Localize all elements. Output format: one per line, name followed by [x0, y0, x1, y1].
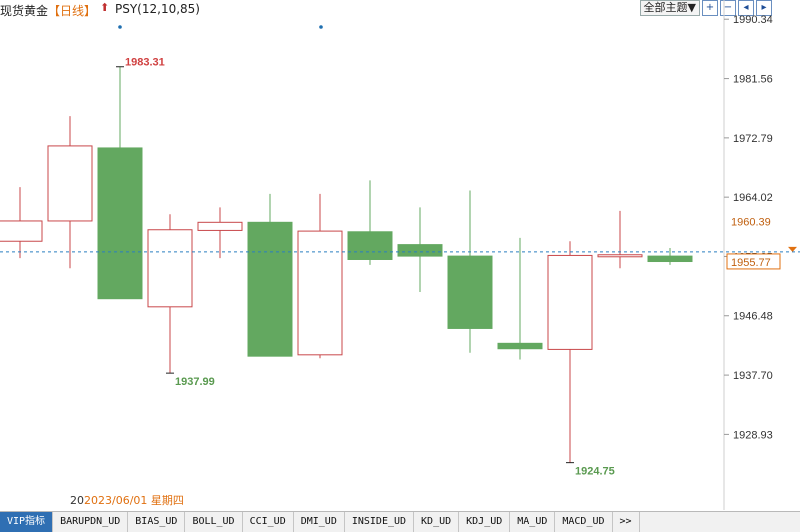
candle[interactable]: [597, 210, 643, 269]
candle-body: [347, 231, 393, 260]
reference-price-label: 1960.39: [731, 217, 771, 229]
signal-dot: [319, 25, 323, 29]
axis-tick-label: 1981.56: [733, 74, 773, 86]
tab-ma-ud[interactable]: MA_UD: [510, 512, 556, 532]
tab-kdj-ud[interactable]: KDJ_UD: [459, 512, 511, 532]
axis-tick-label: 1928.93: [733, 429, 773, 441]
axis-tick-label: 1990.34: [733, 14, 773, 26]
date-prefix: 20: [70, 494, 84, 507]
tab-bias-ud[interactable]: BIAS_UD: [128, 512, 186, 532]
date-value: 2023/06/01 星期四: [84, 494, 184, 507]
candle[interactable]: [547, 241, 593, 463]
prev-icon[interactable]: ◂: [738, 0, 754, 16]
axis-tick-label: 1972.79: [733, 133, 773, 145]
indicator-arrow-icon: ⬆: [100, 1, 110, 14]
candle[interactable]: [197, 207, 243, 259]
candle-body: [0, 220, 43, 242]
crosshair-date: 202023/06/01 星期四: [70, 492, 184, 508]
candle[interactable]: [147, 214, 193, 374]
candle-body: [197, 221, 243, 231]
extreme-label: 1924.75: [575, 466, 615, 478]
axis-tick-label: 1964.02: [733, 192, 773, 204]
candle-body: [547, 254, 593, 350]
tab-boll-ud[interactable]: BOLL_UD: [185, 512, 243, 532]
candle-body: [247, 221, 293, 357]
tab-kd-ud[interactable]: KD_UD: [414, 512, 460, 532]
chart-header: 现货黄金 【日线】 ⬆ PSY(12,10,85): [0, 0, 600, 18]
candle[interactable]: [347, 180, 393, 265]
period-label[interactable]: 【日线】: [48, 4, 97, 18]
candle-body: [147, 229, 193, 308]
candle-body: [597, 254, 643, 258]
candle[interactable]: [47, 116, 93, 269]
tab-vip[interactable]: VIP指标: [0, 512, 54, 532]
candle[interactable]: [97, 66, 143, 300]
candle[interactable]: [397, 207, 443, 292]
extreme-label: 1983.31: [125, 57, 165, 69]
indicator-label[interactable]: PSY(12,10,85): [115, 2, 200, 16]
candle-body: [47, 145, 93, 222]
candle[interactable]: [647, 248, 693, 265]
next-icon[interactable]: ▸: [756, 0, 772, 16]
candle-body: [447, 255, 493, 329]
candle-body: [97, 147, 143, 300]
signal-dot: [118, 25, 122, 29]
theme-select-button[interactable]: 全部主题▼: [639, 0, 700, 16]
last-price-box: [726, 253, 781, 270]
last-price-label: 1955.77: [731, 257, 771, 269]
tab-barupdn-ud[interactable]: BARUPDN_UD: [53, 512, 129, 532]
last-price-arrow-icon: [788, 246, 797, 252]
axis-tick-label: 1937.70: [733, 370, 773, 382]
tab-inside-ud[interactable]: INSIDE_UD: [345, 512, 415, 532]
candle-body: [647, 255, 693, 263]
indicator-tabs: VIP指标 BARUPDN_UD BIAS_UD BOLL_UD CCI_UD DMI_U…: [0, 511, 800, 532]
candle[interactable]: [247, 193, 293, 357]
candle[interactable]: [447, 190, 493, 353]
candle[interactable]: [0, 187, 43, 259]
candle[interactable]: [297, 193, 343, 359]
tab-cci-ud[interactable]: CCI_UD: [243, 512, 294, 532]
tab-macd-ud[interactable]: MACD_UD: [555, 512, 613, 532]
tab-dmi-ud[interactable]: DMI_UD: [294, 512, 345, 532]
tab-[interactable]: >>: [613, 512, 640, 532]
candle-body: [397, 244, 443, 257]
candlestick-chart[interactable]: 1990.341981.561972.791964.021955.251946.…: [0, 0, 800, 510]
axis-tick-label: 1946.48: [733, 311, 773, 323]
plus-zoom-icon[interactable]: +: [702, 0, 718, 16]
extreme-label: 1937.99: [175, 376, 215, 388]
instrument-name: 现货黄金: [0, 4, 49, 18]
candle-body: [297, 230, 343, 356]
candle[interactable]: [497, 237, 543, 360]
candle-body: [497, 342, 543, 350]
